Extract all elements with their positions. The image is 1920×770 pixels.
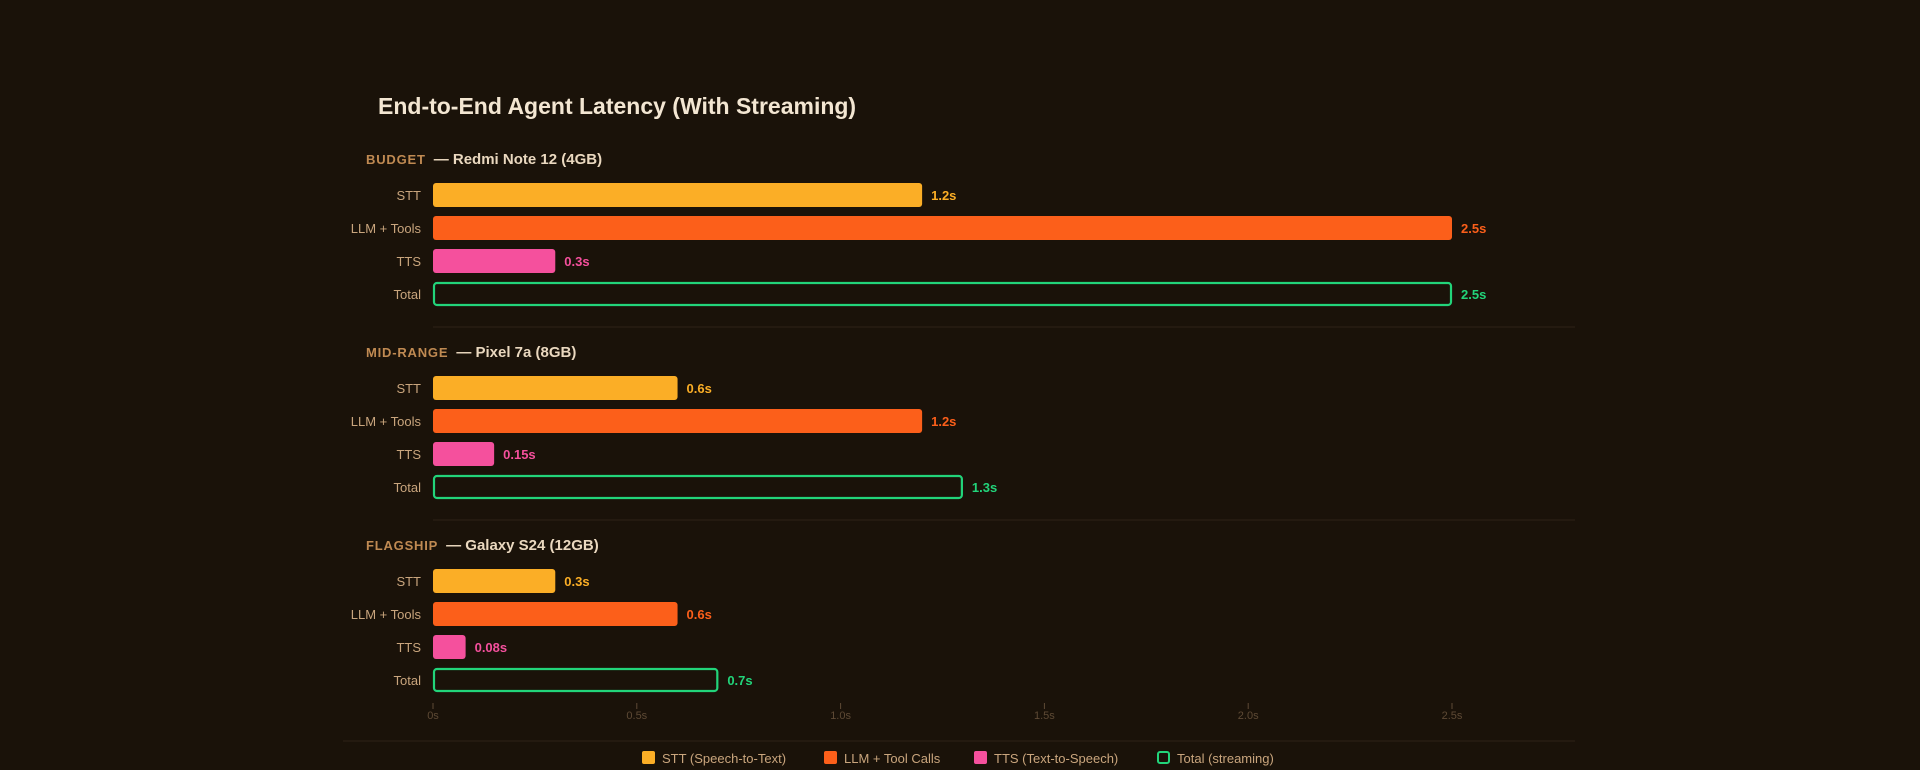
legend-swatch-tts[interactable]: [974, 751, 987, 764]
x-tick-label: 0.5s: [626, 710, 647, 722]
bar-value-label: 0.15s: [503, 447, 536, 462]
bar-value-label: 0.3s: [564, 574, 589, 589]
bar-total[interactable]: [432, 281, 1453, 307]
x-tick-label: 1.5s: [1034, 710, 1055, 722]
legend-swatch-llm[interactable]: [824, 751, 837, 764]
row-label: LLM + Tools: [351, 414, 422, 429]
row-label: TTS: [396, 447, 421, 462]
chart-title: End-to-End Agent Latency (With Streaming…: [378, 93, 856, 119]
x-tick-label: 1.0s: [830, 710, 851, 722]
legend-label: Total (streaming): [1177, 751, 1274, 766]
bar-tts[interactable]: [433, 635, 466, 659]
bar-value-label: 2.5s: [1461, 287, 1486, 302]
bar-value-label: 2.5s: [1461, 221, 1486, 236]
x-tick-label: 0s: [427, 710, 439, 722]
bar-stt[interactable]: [433, 183, 923, 207]
row-label: STT: [396, 381, 421, 396]
bar-tts[interactable]: [433, 249, 556, 273]
bar-value-label: 1.2s: [931, 188, 956, 203]
legend-label: TTS (Text-to-Speech): [994, 751, 1118, 766]
legend-label: LLM + Tool Calls: [844, 751, 941, 766]
row-label: STT: [396, 574, 421, 589]
group-device-label: — Redmi Note 12 (4GB): [434, 151, 602, 168]
group-tier-label: MID-RANGE: [366, 345, 448, 360]
bar-total[interactable]: [432, 474, 963, 500]
bar-value-label: 0.6s: [687, 607, 712, 622]
row-label: STT: [396, 188, 421, 203]
bar-total[interactable]: [432, 667, 719, 693]
bar-value-label: 0.7s: [727, 673, 752, 688]
x-tick-label: 2.5s: [1442, 710, 1463, 722]
bar-tts[interactable]: [433, 442, 495, 466]
row-label: TTS: [396, 640, 421, 655]
row-label: LLM + Tools: [351, 607, 422, 622]
legend-swatch-total[interactable]: [1157, 751, 1170, 764]
bar-value-label: 0.6s: [687, 381, 712, 396]
legend-label: STT (Speech-to-Text): [662, 751, 786, 766]
group-device-label: — Pixel 7a (8GB): [456, 344, 576, 361]
group-device-label: — Galaxy S24 (12GB): [446, 537, 599, 554]
bar-value-label: 0.08s: [475, 640, 508, 655]
row-label: LLM + Tools: [351, 221, 422, 236]
bar-value-label: 0.3s: [564, 254, 589, 269]
row-label: Total: [394, 480, 422, 495]
bar-llm[interactable]: [433, 409, 923, 433]
bar-value-label: 1.3s: [972, 480, 997, 495]
group-tier-label: FLAGSHIP: [366, 538, 438, 553]
row-label: TTS: [396, 254, 421, 269]
legend-swatch-stt[interactable]: [642, 751, 655, 764]
bar-llm[interactable]: [433, 602, 678, 626]
group-tier-label: BUDGET: [366, 152, 426, 167]
row-label: Total: [394, 287, 422, 302]
x-tick-label: 2.0s: [1238, 710, 1259, 722]
bar-stt[interactable]: [433, 376, 678, 400]
bar-llm[interactable]: [433, 216, 1452, 240]
bar-stt[interactable]: [433, 569, 556, 593]
bar-value-label: 1.2s: [931, 414, 956, 429]
row-label: Total: [394, 673, 422, 688]
